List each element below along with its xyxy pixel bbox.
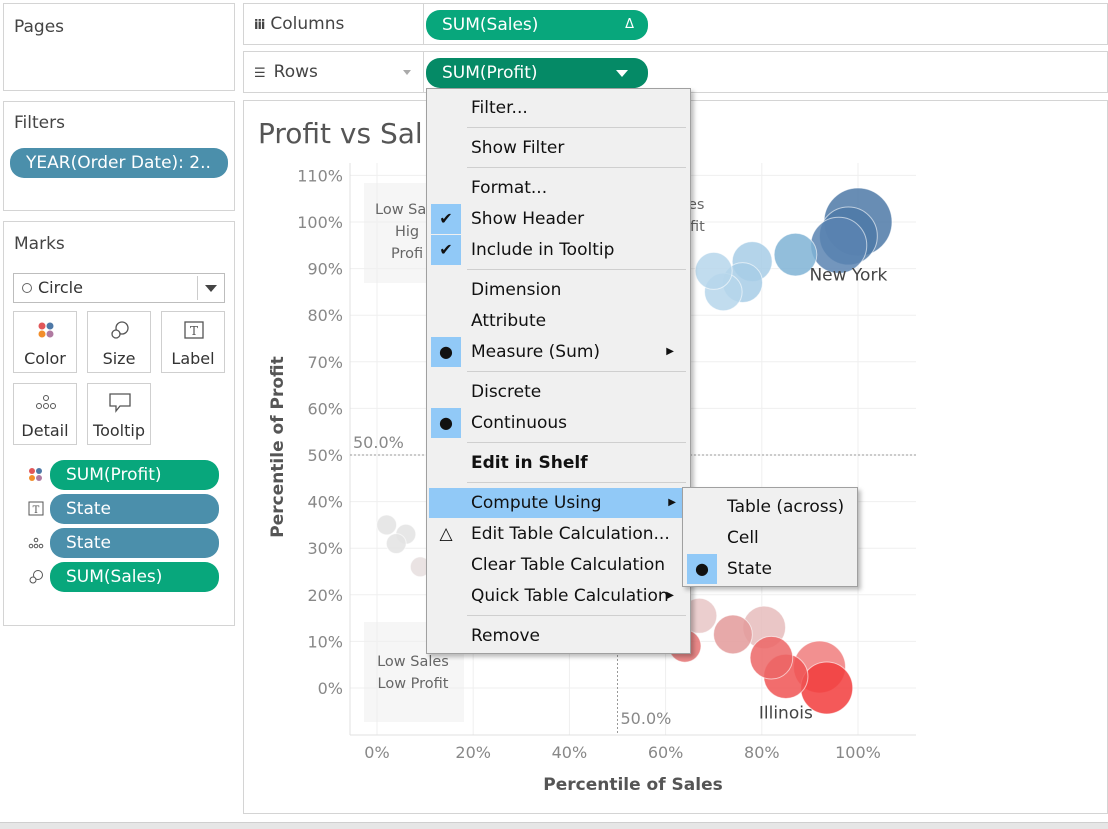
marks-panel: Marks Circle Color Size T Label <box>3 221 235 626</box>
submenu-item-cell[interactable]: Cell <box>727 528 759 548</box>
menu-item-edit-in-shelf[interactable]: Edit in Shelf <box>471 453 588 473</box>
menu-separator <box>467 371 686 372</box>
menu-item-discrete[interactable]: Discrete <box>471 382 542 402</box>
submenu-item-state[interactable]: ● State <box>685 554 855 584</box>
radio-dot-icon: ● <box>431 408 461 438</box>
label-icon: T <box>184 321 204 339</box>
menu-item-remove[interactable]: Remove <box>471 626 540 646</box>
menu-item-measure-sum[interactable]: ● Measure (Sum) ▶ <box>429 337 688 367</box>
menu-separator <box>467 615 686 616</box>
menu-item-include-in-tooltip[interactable]: ✔ Include in Tooltip <box>429 235 688 265</box>
label-card-button[interactable]: T Label <box>161 311 225 373</box>
size-icon <box>111 321 129 339</box>
menu-separator <box>467 442 686 443</box>
color-icon <box>29 468 42 481</box>
chart-title: Profit vs Sal <box>258 117 423 150</box>
columns-icon: iii <box>254 18 265 33</box>
columns-shelf-label: iii Columns <box>244 4 424 44</box>
tooltip-card-label: Tooltip <box>93 421 145 440</box>
menu-separator <box>467 167 686 168</box>
marks-title: Marks <box>14 234 65 254</box>
radio-dot-icon: ● <box>687 554 717 584</box>
mark-field-state-detail[interactable]: State <box>50 528 219 558</box>
filter-pill-year[interactable]: YEAR(Order Date): 2.. <box>10 148 228 178</box>
color-card-button[interactable]: Color <box>13 311 77 373</box>
table-calc-delta-icon: Δ <box>625 17 634 32</box>
field-context-menu: Filter... Show Filter Format... ✔ Show He… <box>426 88 691 654</box>
detail-icon <box>28 537 44 549</box>
menu-separator <box>467 127 686 128</box>
color-icon <box>38 322 54 338</box>
bottom-tab-strip <box>0 822 1108 829</box>
chevron-down-icon <box>205 285 217 292</box>
rows-shelf: ☰ Rows SUM(Profit) <box>243 51 1108 93</box>
rows-pill-sum-profit[interactable]: SUM(Profit) <box>426 58 648 88</box>
detail-icon <box>36 395 56 409</box>
circle-icon <box>22 283 32 293</box>
menu-item-show-filter[interactable]: Show Filter <box>471 138 565 158</box>
detail-card-button[interactable]: Detail <box>13 383 77 445</box>
color-card-label: Color <box>24 349 66 368</box>
checkmark-icon: ✔ <box>431 235 461 265</box>
svg-text:T: T <box>190 324 198 338</box>
menu-item-quick-table-calculation[interactable]: Quick Table Calculation ▶ <box>429 581 688 611</box>
menu-item-clear-table-calculation[interactable]: Clear Table Calculation <box>471 555 666 575</box>
checkmark-icon: ✔ <box>431 204 461 234</box>
tooltip-card-button[interactable]: Tooltip <box>87 383 151 445</box>
compute-using-submenu: Table (across) Cell ● State <box>682 487 858 587</box>
mark-field-sum-profit[interactable]: SUM(Profit) <box>50 460 219 490</box>
mark-type-dropdown[interactable]: Circle <box>13 273 225 303</box>
size-card-button[interactable]: Size <box>87 311 151 373</box>
menu-item-attribute[interactable]: Attribute <box>471 311 547 331</box>
submenu-arrow-icon: ▶ <box>666 590 674 601</box>
tooltip-icon <box>109 393 131 413</box>
rows-shelf-label: ☰ Rows <box>244 52 424 92</box>
submenu-arrow-icon: ▶ <box>666 346 674 357</box>
columns-shelf: iii Columns SUM(Sales) Δ <box>243 3 1108 45</box>
pages-panel: Pages <box>3 3 235 91</box>
radio-dot-icon: ● <box>431 337 461 367</box>
menu-separator <box>467 482 686 483</box>
menu-item-filter[interactable]: Filter... <box>471 98 528 118</box>
dropdown-divider <box>197 276 198 300</box>
label-card-label: Label <box>171 349 215 368</box>
columns-pill-sum-sales[interactable]: SUM(Sales) Δ <box>426 10 648 40</box>
rows-icon: ☰ <box>254 66 266 81</box>
chevron-down-icon <box>616 70 628 77</box>
menu-item-show-header[interactable]: ✔ Show Header <box>429 204 688 234</box>
menu-item-dimension[interactable]: Dimension <box>471 280 562 300</box>
filters-title: Filters <box>14 113 65 133</box>
menu-item-format[interactable]: Format... <box>471 178 548 198</box>
menu-separator <box>467 269 686 270</box>
delta-icon: △ <box>439 524 453 544</box>
mark-field-state-label[interactable]: State <box>50 494 219 524</box>
size-card-label: Size <box>102 349 136 368</box>
detail-card-label: Detail <box>21 421 69 440</box>
filters-panel: Filters YEAR(Order Date): 2.. <box>3 101 235 211</box>
menu-item-edit-table-calculation[interactable]: △ Edit Table Calculation... <box>429 519 688 549</box>
submenu-arrow-icon: ▶ <box>668 497 676 508</box>
size-icon <box>29 570 43 584</box>
mark-type-label: Circle <box>38 278 83 297</box>
svg-text:T: T <box>33 505 40 516</box>
menu-item-compute-using[interactable]: Compute Using ▶ <box>429 488 682 518</box>
submenu-item-table-across[interactable]: Table (across) <box>727 497 845 517</box>
mark-field-sum-sales[interactable]: SUM(Sales) <box>50 562 219 592</box>
pages-title: Pages <box>14 17 65 37</box>
label-icon: T <box>28 501 44 516</box>
chevron-down-icon <box>403 70 411 75</box>
menu-item-continuous[interactable]: ● Continuous <box>429 408 688 438</box>
